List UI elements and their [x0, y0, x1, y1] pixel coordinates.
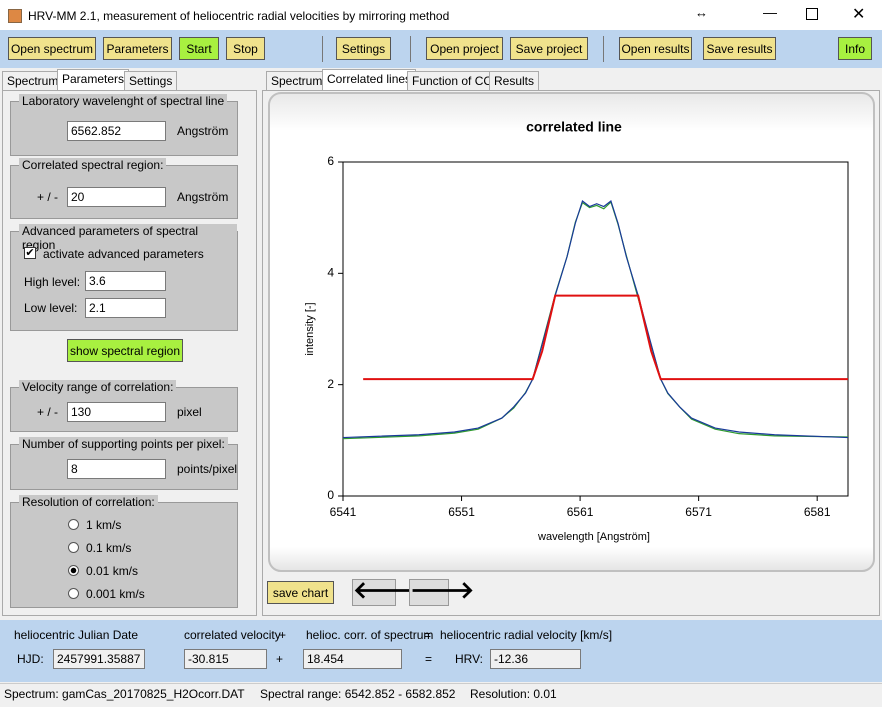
x-tick-label: 6561	[567, 505, 594, 519]
tab[interactable]: Function of CC	[407, 71, 498, 90]
group-caption: Advanced parameters of spectral region	[19, 224, 237, 252]
button[interactable]: Save project	[510, 37, 588, 60]
results-bar	[0, 620, 882, 682]
status-bar	[0, 683, 882, 707]
button[interactable]: save chart	[267, 581, 334, 604]
separator	[322, 36, 323, 62]
status-text: Resolution: 0.01	[470, 687, 557, 701]
button[interactable]: Open results	[619, 37, 692, 60]
button[interactable]: Parameters	[103, 37, 172, 60]
radio-label: 1 km/s	[86, 518, 122, 532]
x-tick-label: 6541	[330, 505, 357, 519]
y-tick-label: 2	[327, 377, 334, 391]
group: Resolution of correlation:	[10, 495, 238, 608]
status-text: Spectrum: gamCas_20170825_H2Ocorr.DAT	[4, 687, 245, 701]
title-bar	[0, 0, 882, 30]
button[interactable]: show spectral region	[67, 339, 183, 362]
previous-button[interactable]: 🡐	[352, 577, 418, 606]
label: + / -	[37, 405, 59, 419]
y-axis-label: intensity [-]	[304, 302, 316, 355]
label: heliocentric Julian Date	[14, 628, 139, 642]
y-tick-label: 0	[327, 488, 334, 502]
radio[interactable]	[68, 542, 79, 553]
button[interactable]: Start	[179, 37, 219, 60]
text-input[interactable]: 20	[67, 187, 166, 207]
x-tick-label: 6581	[804, 505, 831, 519]
label: HJD:	[17, 652, 44, 666]
button[interactable]: Info	[838, 37, 872, 60]
group-caption: Laboratory wavelenght of spectral line	[19, 94, 228, 108]
separator	[603, 36, 604, 62]
radio-checked[interactable]	[68, 565, 79, 576]
tab[interactable]: Results	[489, 71, 540, 90]
label: HRV:	[455, 652, 484, 666]
text-input[interactable]: 3.6	[85, 271, 166, 291]
tab[interactable]: Spectrum	[2, 71, 64, 90]
checkbox-label: activate advanced parameters	[43, 247, 204, 261]
label: heliocentric radial velocity [km/s]	[440, 628, 613, 642]
y-tick-label: 6	[327, 154, 334, 168]
button[interactable]: Save results	[703, 37, 776, 60]
radio[interactable]	[68, 588, 79, 599]
tab[interactable]: Spectrum	[266, 71, 328, 90]
radio-label: 0.001 km/s	[86, 587, 145, 601]
window-title: HRV-MM 2.1, measurement of heliocentric …	[28, 9, 450, 23]
group-caption: Resolution of correlation:	[19, 495, 158, 509]
x-axis-label: wavelength [Angström]	[537, 531, 650, 543]
chart: correlated line wavelength [Angström] in…	[268, 92, 875, 572]
button[interactable]: Open project	[426, 37, 503, 60]
app-icon	[8, 9, 22, 23]
text-input[interactable]: 2.1	[85, 298, 166, 318]
readonly-field: -12.36	[490, 649, 581, 669]
plot-area	[342, 161, 849, 497]
button[interactable]: Stop	[226, 37, 265, 60]
series-line	[342, 199, 849, 439]
button[interactable]: Open spectrum	[8, 37, 96, 60]
series-line	[363, 294, 848, 381]
close[interactable]: ✕	[852, 6, 866, 23]
label: helioc. corr. of spectrum	[306, 628, 434, 642]
maximize[interactable]	[806, 8, 818, 20]
unit-label: pixel	[177, 405, 202, 419]
minimize[interactable]: —	[763, 4, 777, 20]
x-tick-label: 6571	[685, 505, 712, 519]
label: + / -	[37, 190, 59, 204]
label: High level:	[24, 275, 81, 289]
group-caption: Velocity range of correlation:	[19, 380, 177, 394]
text-input[interactable]: 6562.852	[67, 121, 166, 141]
separator	[410, 36, 411, 62]
radio[interactable]	[68, 519, 79, 530]
tab[interactable]: Parameters	[57, 69, 130, 91]
text-input[interactable]: 8	[67, 459, 166, 479]
readonly-field: -30.815	[184, 649, 267, 669]
y-tick-label: 4	[327, 266, 334, 280]
label: Low level:	[24, 301, 78, 315]
text-input[interactable]: 130	[67, 402, 166, 422]
readonly-field: 2457991.35887	[53, 649, 145, 669]
label: =	[425, 652, 433, 666]
status-text: Spectral range: 6542.852 - 6582.852	[260, 687, 456, 701]
radio-label: 0.01 km/s	[86, 564, 139, 578]
label: +	[276, 652, 284, 666]
tab[interactable]: Correlated lines	[322, 69, 417, 91]
next-button[interactable]: 🡒	[409, 577, 475, 606]
label: correlated velocity	[184, 628, 281, 642]
radio-label: 0.1 km/s	[86, 541, 132, 555]
checkbox[interactable]: ✔	[24, 247, 36, 259]
label: =	[424, 628, 432, 642]
chart-title: correlated line	[526, 119, 622, 135]
button[interactable]: Settings	[336, 37, 391, 60]
label: +	[279, 628, 287, 642]
readonly-field: 18.454	[303, 649, 402, 669]
unit-label: Angström	[177, 190, 229, 204]
unit-label: points/pixel	[177, 462, 238, 476]
group-caption: Correlated spectral region:	[19, 158, 167, 172]
unit-label: Angström	[177, 124, 229, 138]
tab[interactable]: Settings	[124, 71, 178, 90]
group-caption: Number of supporting points per pixel:	[19, 437, 228, 451]
resize-icon: ↔	[695, 5, 708, 20]
x-tick-label: 6551	[448, 505, 475, 519]
